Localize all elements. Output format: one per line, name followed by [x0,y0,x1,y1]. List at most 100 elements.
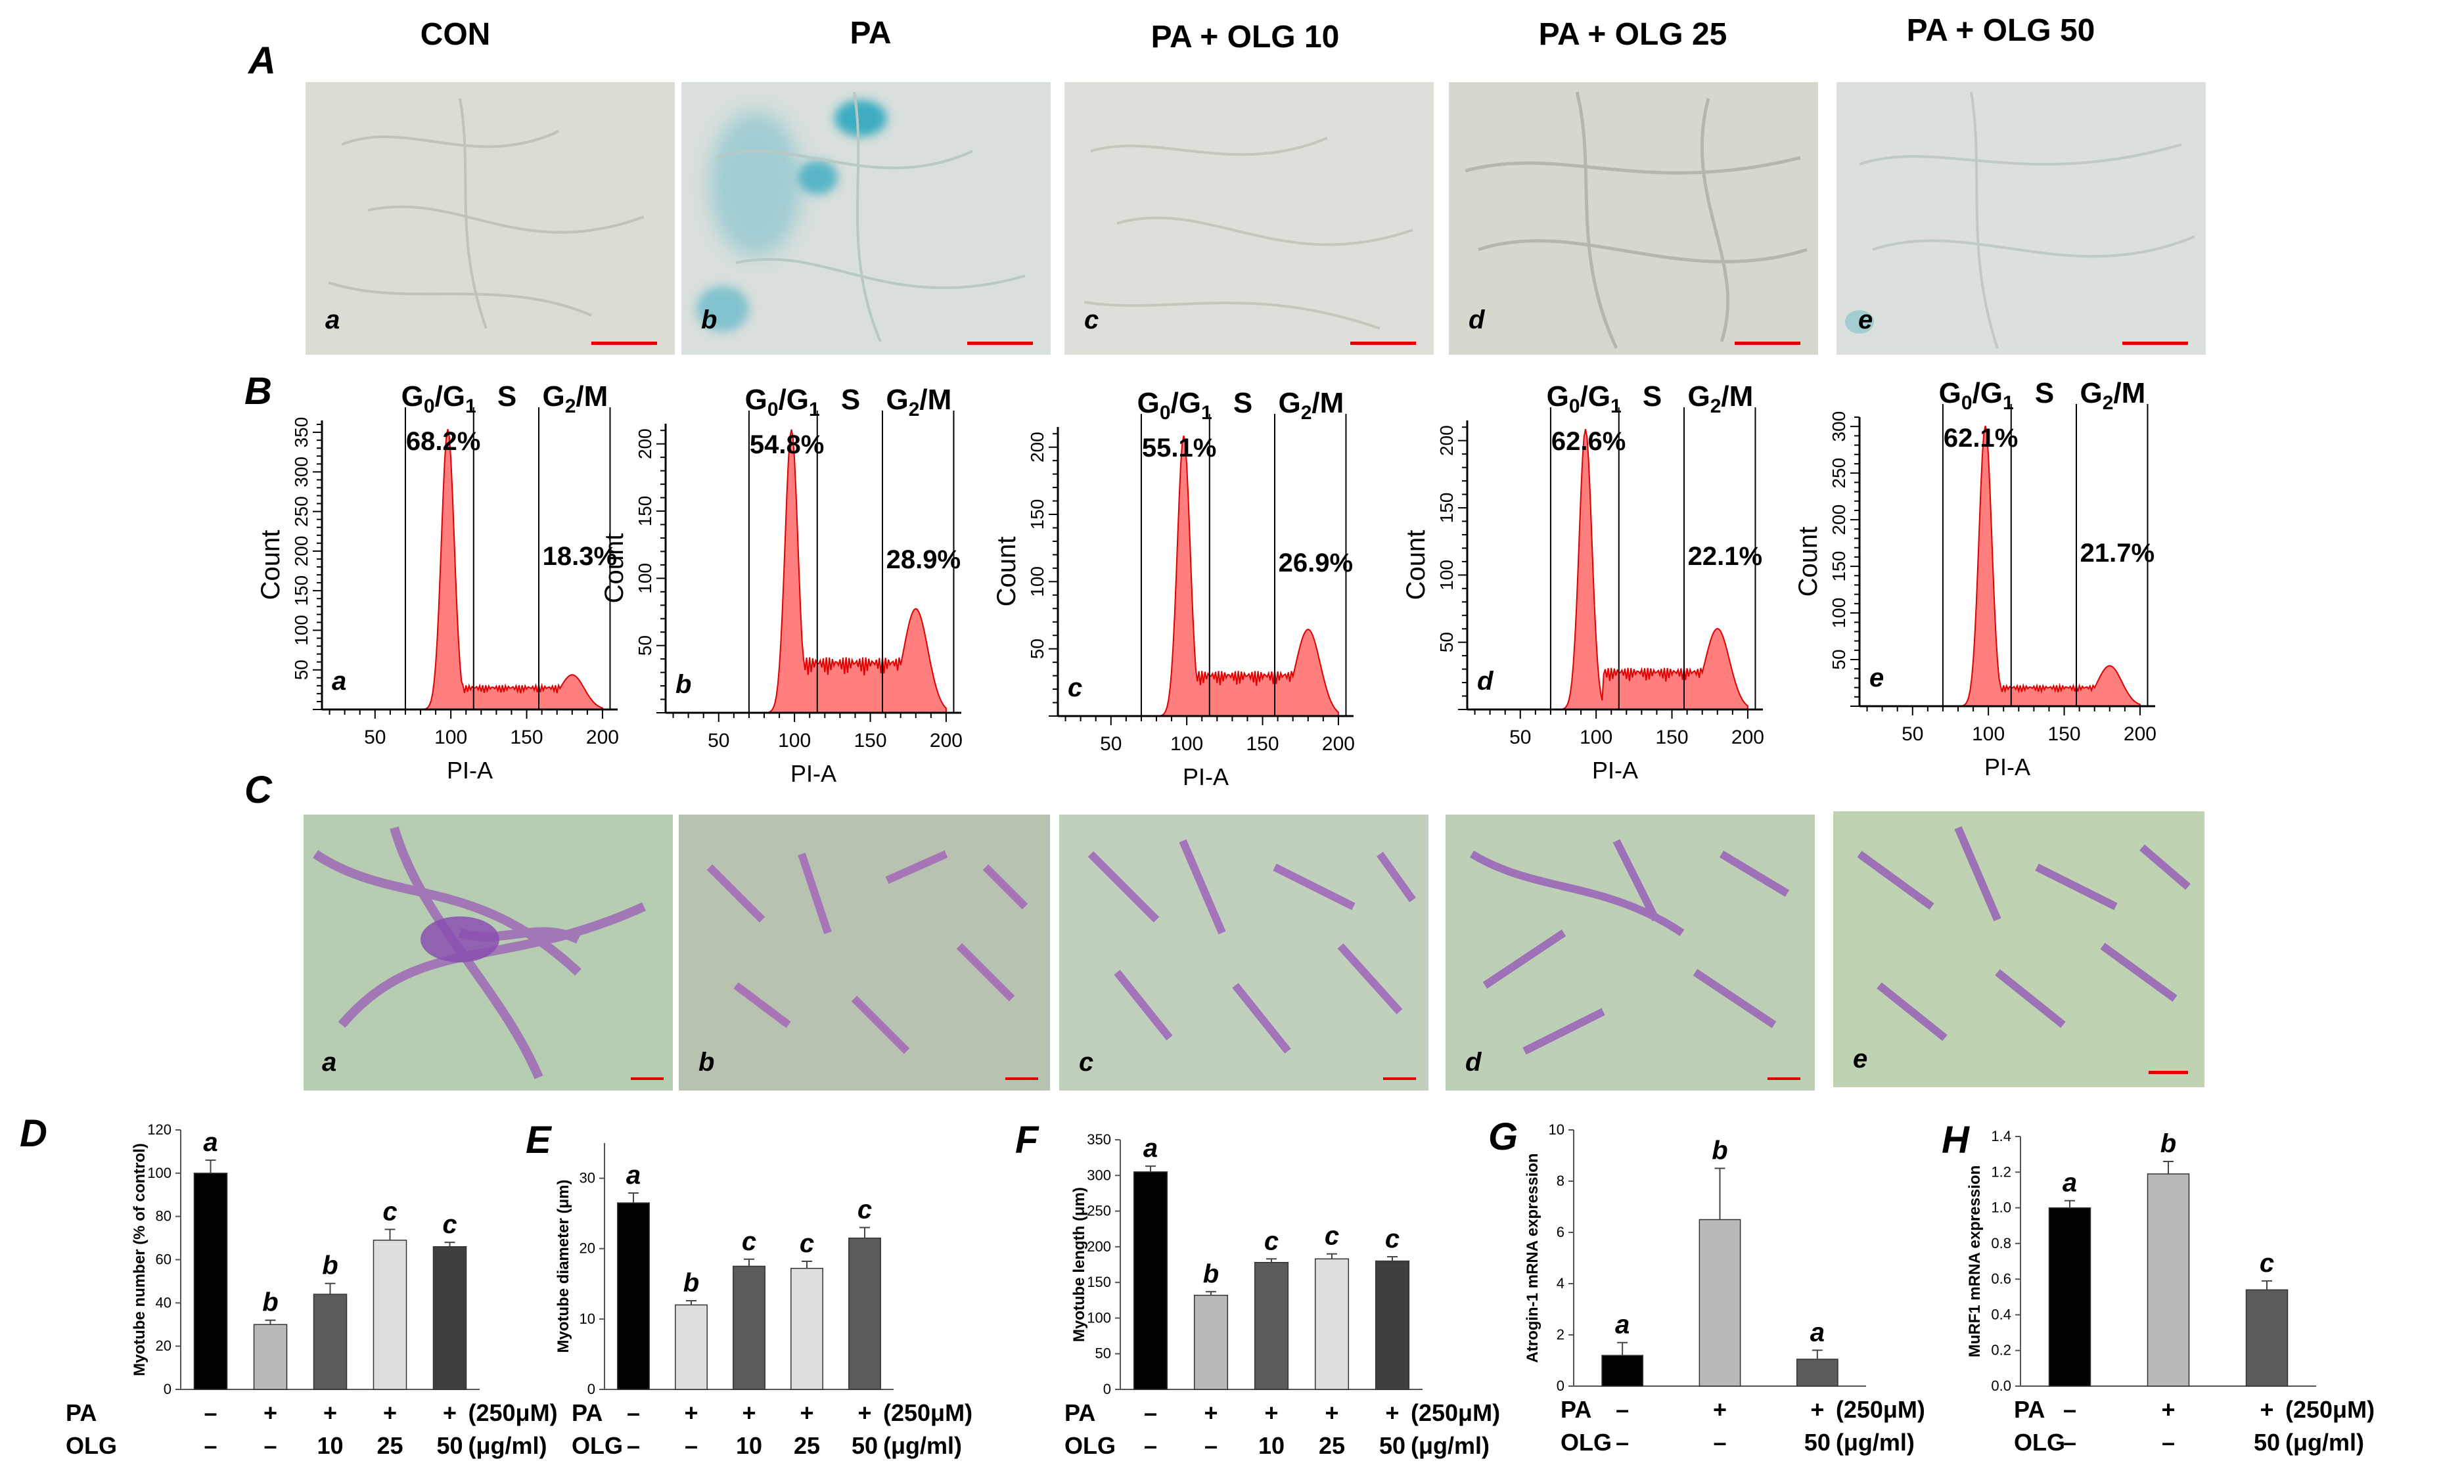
y-tick-label: 0.6 [1991,1270,2011,1287]
sub-label: e [1858,305,1873,334]
bar-1 [193,1173,228,1390]
y-tick-label: 0.0 [1991,1378,2011,1394]
x-tick-label: 150 [511,727,543,748]
x-tick-label: 150 [1246,733,1279,755]
y-tick-label: 8 [1557,1173,1564,1189]
pa-row-value: + [1810,1396,1824,1423]
pa-unit: (250μM) [2285,1396,2375,1423]
phase-label-s: S [497,380,516,413]
y-axis-title: Count [600,533,629,604]
y-axis-title: Count [256,530,285,600]
scale-bar [1005,1077,1038,1080]
y-tick-label: 150 [291,575,311,606]
phase-label-s: S [1643,380,1662,413]
y-tick-label: 0 [1557,1378,1564,1394]
y-axis-title: Myotube number (% of control) [131,1143,148,1376]
phase-label-g0g1: G0/G1 [1137,387,1212,424]
olg-row-value: 10 [736,1432,762,1459]
pa-row-label: PA [572,1399,603,1426]
olg-unit: (μg/ml) [468,1432,547,1459]
micrograph-row-c: a b c d e [304,811,2204,1091]
micrograph-c-pa: b [679,815,1050,1091]
y-tick-label: 300 [1087,1167,1111,1183]
olg-row-value: 10 [1258,1432,1285,1459]
significance-letter: c [2260,1249,2274,1278]
panel-letter-e: E [526,1119,553,1161]
x-axis-title: PI-A [790,760,836,787]
significance-letter: b [683,1269,699,1297]
sub-label: c [1079,1048,1093,1077]
significance-letter: a [1810,1318,1825,1347]
pa-row-value: + [263,1399,277,1426]
panel-letter-a: A [247,39,276,82]
phase-label-g0g1: G0/G1 [1547,380,1622,417]
bar-chart-h: H 0.0 0.2 0.4 0.6 0.8 1.0 1.2 1.4 MuRF1 mRNA expr… [1942,1119,2375,1456]
scale-bar [1768,1077,1800,1080]
pa-row-value: + [443,1399,457,1426]
pa-row-value: + [1385,1399,1399,1426]
significance-letter: c [742,1227,756,1256]
olg-row-value: 50 [2254,1429,2280,1456]
phase-label-g2m: G2/M [542,380,608,417]
y-tick-label: 100 [1087,1309,1111,1326]
olg-row-value: – [263,1432,277,1459]
sub-label: a [332,667,346,696]
y-axis-title: Count [1402,530,1430,600]
micrograph-c-olg10: c [1059,815,1428,1091]
significance-letter: a [1615,1311,1630,1339]
micrograph-c-con: a [304,815,673,1091]
histogram-area [1550,429,1748,710]
y-tick-label: 150 [1436,493,1457,524]
significance-letter: c [800,1229,814,1258]
olg-unit: (μg/ml) [1836,1429,1915,1456]
bar-chart-f: F 0 50 100 150 200 250 300 350 Myotube length (μm… [1015,1119,1500,1459]
y-tick-label: 250 [1829,458,1849,489]
pa-row-value: – [204,1399,217,1426]
sub-label: e [1853,1045,1867,1073]
bar-4 [373,1240,407,1390]
flow-histogram-a: 50 100 150 200 50 100 150 200 250 300 350 Count PI-A… [256,380,619,784]
pa-row-value: + [684,1399,698,1426]
condition-heading-olg10: PA + OLG 10 [1151,20,1340,55]
condition-heading-olg50: PA + OLG 50 [1907,13,2095,48]
pa-row-value: + [857,1399,871,1426]
sub-label: c [1068,673,1082,702]
x-tick-label: 50 [708,730,729,752]
bar-2 [675,1304,708,1390]
olg-row-label: OLG [572,1432,623,1459]
olg-unit: (μg/ml) [2285,1429,2364,1456]
significance-letter: a [203,1128,217,1157]
micrograph-c-olg25: d [1446,815,1815,1091]
pa-unit: (250μM) [1836,1396,1925,1423]
y-tick-label: 150 [1087,1274,1111,1290]
y-tick-label: 100 [147,1165,171,1181]
y-tick-label: 0 [1103,1381,1111,1397]
bar-1 [1601,1355,1644,1387]
y-axis-title: MuRF1 mRNA expression [1966,1165,1984,1358]
olg-row-value: – [627,1432,640,1459]
x-tick-label: 100 [1580,727,1612,748]
pa-row-value: + [383,1399,397,1426]
y-tick-label: 350 [291,417,311,448]
olg-row-value: – [1713,1429,1726,1456]
y-tick-label: 0.8 [1991,1235,2011,1251]
micrograph-a-pa: b [681,82,1051,355]
bar-3 [313,1293,348,1390]
pa-row-label: PA [2014,1396,2045,1423]
pa-row-value: + [1713,1396,1727,1423]
panel-letter-b: B [244,370,272,413]
histogram-area [748,429,947,713]
panel-letter-c: C [244,769,273,811]
phase-label-g2m: G2/M [2080,377,2145,414]
phase-label-s: S [1233,387,1252,419]
y-axis-title: Myotube length (μm) [1070,1187,1088,1342]
g2m-percent: 22.1% [1688,542,1762,571]
y-tick-label: 100 [1027,566,1047,597]
y-axis-title: Myotube diameter (μm) [555,1179,572,1353]
y-tick-label: 200 [291,536,311,567]
pa-row-value: – [2063,1396,2076,1423]
phase-label-g2m: G2/M [1687,380,1753,417]
olg-row-value: 50 [1804,1429,1831,1456]
flow-histogram-e: 50 100 150 200 50 100 150 200 250 300 Count PI-A G0/… [1794,377,2156,780]
